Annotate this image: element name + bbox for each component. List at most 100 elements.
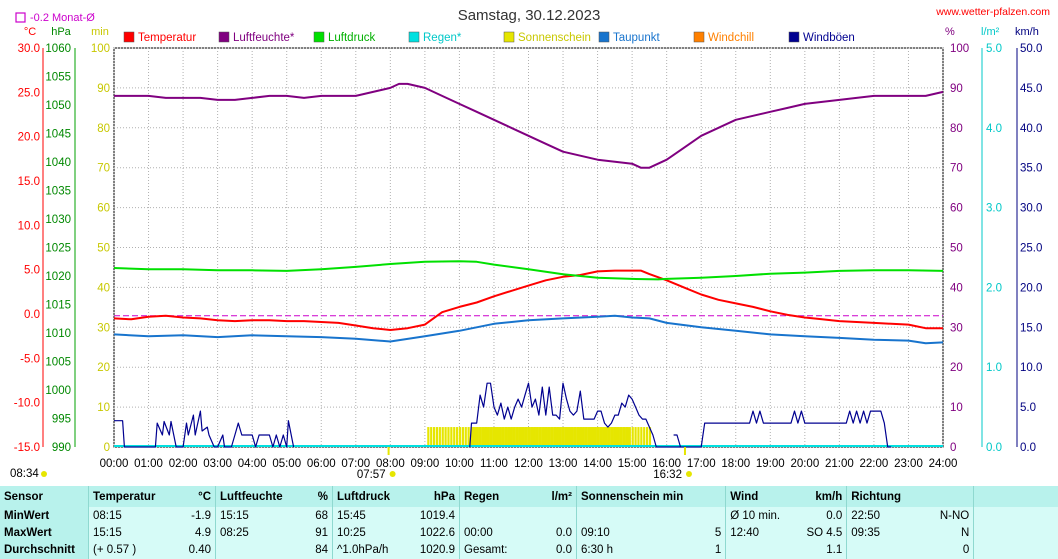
- series-line: [113, 260, 944, 281]
- temp-tick-label: 15.0: [18, 176, 40, 188]
- wind-tick-label: 30.0: [1020, 203, 1042, 215]
- legend-swatch: [408, 31, 420, 43]
- press-tick-label: 1030: [45, 214, 71, 226]
- press-unit-label: hPa: [51, 26, 71, 38]
- min-press-value: 1019.4: [411, 507, 460, 525]
- press-tick-label: 1005: [45, 357, 71, 369]
- series-line: [114, 410, 295, 448]
- min-tick-label: 100: [91, 43, 110, 55]
- row-label-avg: Durchschnitt: [0, 541, 89, 559]
- legend-swatch: [598, 31, 610, 43]
- min-tick-label: 30: [97, 322, 110, 334]
- x-tick-label: 24:00: [929, 458, 958, 470]
- max-dir-time: 09:35: [846, 524, 916, 542]
- min-tick-label: 50: [97, 243, 110, 255]
- min-rain-value: [538, 507, 577, 525]
- x-tick-label: 17:00: [687, 458, 716, 470]
- table-header-row: Sensor Temperatur °C Luftfeuchte % Luftd…: [0, 486, 1058, 508]
- max-hum-value: 91: [304, 524, 333, 542]
- rain-tick-label: 2.0: [986, 282, 1002, 294]
- min-tick-label: 0: [104, 442, 110, 454]
- min-sun-time: [576, 507, 688, 525]
- x-tick-label: 04:00: [238, 458, 267, 470]
- temp-tick-label: 5.0: [24, 265, 40, 277]
- x-tick-label: 05:00: [272, 458, 301, 470]
- max-wind-time: 12:40: [725, 524, 795, 542]
- x-tick-label: 21:00: [825, 458, 854, 470]
- max-rain-time: 00:00: [459, 524, 538, 542]
- press-tick-label: 1040: [45, 157, 71, 169]
- pct-tick-label: 30: [950, 322, 963, 334]
- x-tick-label: 14:00: [583, 458, 612, 470]
- row-label-min: MinWert: [0, 507, 89, 525]
- legend-swatch: [503, 31, 515, 43]
- max-press-value: 1022.6: [411, 524, 460, 542]
- wind-tick-label: 20.0: [1020, 282, 1042, 294]
- press-tick-label: 1015: [45, 300, 71, 312]
- source-url: www.wetter-pfalzen.com: [935, 6, 1050, 18]
- legend-label: Luftdruck: [328, 32, 376, 44]
- avg-rain-value: 0.0: [538, 541, 577, 559]
- x-tick-label: 03:00: [203, 458, 232, 470]
- x-tick-label: 15:00: [618, 458, 647, 470]
- rain-tick-label: 3.0: [986, 203, 1002, 215]
- min-sun-value: [687, 507, 726, 525]
- col-wind: Wind: [725, 486, 795, 508]
- min-dir-value: N-NO: [915, 507, 974, 525]
- legend-label: Temperatur: [138, 32, 196, 44]
- x-tick-label: 18:00: [721, 458, 750, 470]
- sunset-dot: [685, 471, 692, 477]
- day-length-label: 08:34: [10, 468, 39, 480]
- legend-label: Sonnenschein: [518, 32, 591, 44]
- x-tick-label: 10:00: [445, 458, 474, 470]
- pct-tick-label: 50: [950, 243, 963, 255]
- temp-tick-label: 0.0: [24, 309, 40, 321]
- rain-tick-label: 1.0: [986, 362, 1002, 374]
- pct-tick-label: 60: [950, 203, 963, 215]
- wind-tick-label: 40.0: [1020, 123, 1042, 135]
- max-temp-time: 15:15: [88, 524, 177, 542]
- x-tick-label: 13:00: [549, 458, 578, 470]
- press-tick-label: 1035: [45, 186, 71, 198]
- month-avg-legend-label: -0.2 Monat-Ø: [30, 12, 95, 24]
- col-humidity: Luftfeuchte: [215, 486, 304, 508]
- col-rain-unit: l/m²: [538, 486, 577, 508]
- month-avg-legend-swatch: [15, 12, 26, 23]
- min-dir-time: 22:50: [846, 507, 916, 525]
- avg-temp-value: 0.40: [177, 541, 216, 559]
- min-press-time: 15:45: [332, 507, 411, 525]
- press-tick-label: 1010: [45, 328, 71, 340]
- max-sun-time: 09:10: [576, 524, 688, 542]
- min-tick-label: 70: [97, 163, 110, 175]
- statistics-table: Sensor Temperatur °C Luftfeuchte % Luftd…: [0, 486, 1058, 559]
- avg-dir-note: [846, 541, 916, 559]
- sunrise-time: 07:57: [357, 469, 386, 481]
- col-press-unit: hPa: [411, 486, 460, 508]
- avg-press-value: 1020.9: [411, 541, 460, 559]
- temp-unit-label: °C: [24, 26, 36, 38]
- temp-tick-label: 20.0: [18, 132, 40, 144]
- series-line: [113, 269, 943, 331]
- temp-tick-label: 25.0: [18, 87, 40, 99]
- min-wind-value: 0.0: [794, 507, 847, 525]
- pct-tick-label: 0: [950, 442, 956, 454]
- col-rain: Regen: [459, 486, 538, 508]
- x-tick-label: 23:00: [894, 458, 923, 470]
- press-tick-label: 1050: [45, 100, 71, 112]
- avg-wind-note: [725, 541, 795, 559]
- wind-tick-label: 25.0: [1020, 243, 1042, 255]
- avg-press-trend: ^1.0hPa/h: [332, 541, 411, 559]
- weather-chart: 00:00 01:00 02:00 03:00 04:00 05:00 06:00 07:00…: [10, 6, 1050, 481]
- col-wind-unit: km/h: [794, 486, 847, 508]
- x-tick-label: 12:00: [514, 458, 543, 470]
- avg-wind-value: 1.1: [794, 541, 847, 559]
- min-tick-label: 90: [97, 83, 110, 95]
- avg-sun-total: 6:30 h: [576, 541, 688, 559]
- pct-tick-label: 10: [950, 402, 963, 414]
- min-tick-label: 20: [97, 362, 110, 374]
- avg-dir-value: 0: [915, 541, 974, 559]
- pct-tick-label: 40: [950, 282, 963, 294]
- x-tick-label: 08:00: [376, 458, 405, 470]
- legend-label: Windböen: [803, 32, 855, 44]
- min-wind-time: Ø 10 min.: [725, 507, 795, 525]
